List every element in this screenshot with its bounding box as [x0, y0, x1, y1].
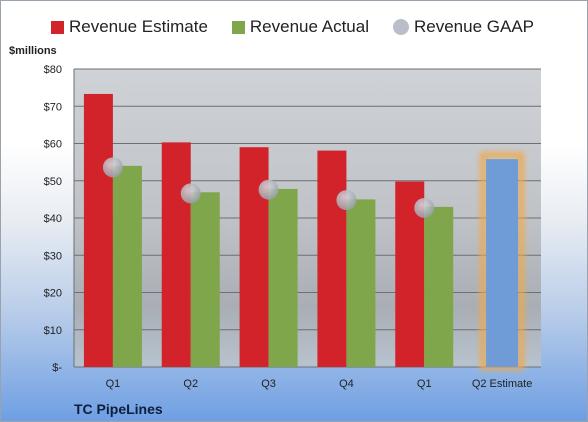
x-tick-label: Q1: [106, 378, 121, 390]
chart-plot: $- $10 $20 $30 $40 $50 $60 $70 $80 Q1 Q2 Q3 Q4 Q1 Q2 E…: [44, 64, 541, 390]
point-revenue-gaap: [414, 197, 435, 218]
x-tick-label: Q1: [417, 378, 432, 390]
point-revenue-gaap: [336, 190, 357, 211]
y-tick-label: $50: [44, 176, 62, 188]
bar-revenue-actual: [190, 192, 220, 367]
legend-label-gaap: Revenue GAAP: [414, 17, 535, 36]
point-revenue-gaap: [180, 183, 201, 204]
bar-revenue-estimate: [239, 147, 269, 367]
y-tick-label: $30: [44, 250, 62, 262]
x-tick-label: Q3: [261, 378, 276, 390]
company-name: TC PipeLines: [74, 401, 163, 417]
x-tick-label: Q4: [339, 378, 354, 390]
y-tick-label: $40: [44, 213, 62, 225]
legend-item-gaap: Revenue GAAP: [393, 17, 534, 37]
bar-revenue-actual: [424, 206, 454, 367]
y-tick-label: $80: [44, 64, 62, 76]
y-tick-label: $-: [52, 362, 62, 374]
x-tick-label: Q2: [183, 378, 198, 390]
legend-item-estimate: Revenue Estimate: [51, 17, 208, 37]
point-revenue-gaap: [258, 179, 279, 200]
bar-revenue-actual: [346, 199, 376, 367]
y-tick-label: $60: [44, 139, 62, 151]
legend-swatch-actual: [231, 20, 245, 34]
bar-revenue-actual: [268, 188, 298, 367]
y-tick-label: $10: [44, 325, 62, 337]
legend-label-actual: Revenue Actual: [249, 17, 369, 36]
x-tick-label: Q2 Estimate: [472, 378, 533, 390]
bar-revenue-estimate: [317, 150, 347, 367]
bar-revenue-actual: [112, 165, 142, 367]
legend-swatch-estimate: [51, 20, 64, 34]
y-tick-label: $20: [44, 288, 62, 300]
bar-revenue-estimate: [83, 93, 113, 368]
y-tick-label: $70: [44, 101, 62, 113]
legend-item-actual: Revenue Actual: [231, 17, 369, 37]
bar-revenue-estimate: [161, 142, 191, 367]
y-axis-unit-label: $millions: [9, 45, 57, 57]
point-revenue-gaap: [102, 157, 123, 178]
legend-label-estimate: Revenue Estimate: [69, 17, 208, 36]
legend-swatch-gaap: [393, 19, 409, 35]
bar-revenue-forecast: [486, 159, 519, 367]
legend: Revenue Estimate Revenue Actual Revenue …: [51, 17, 558, 37]
